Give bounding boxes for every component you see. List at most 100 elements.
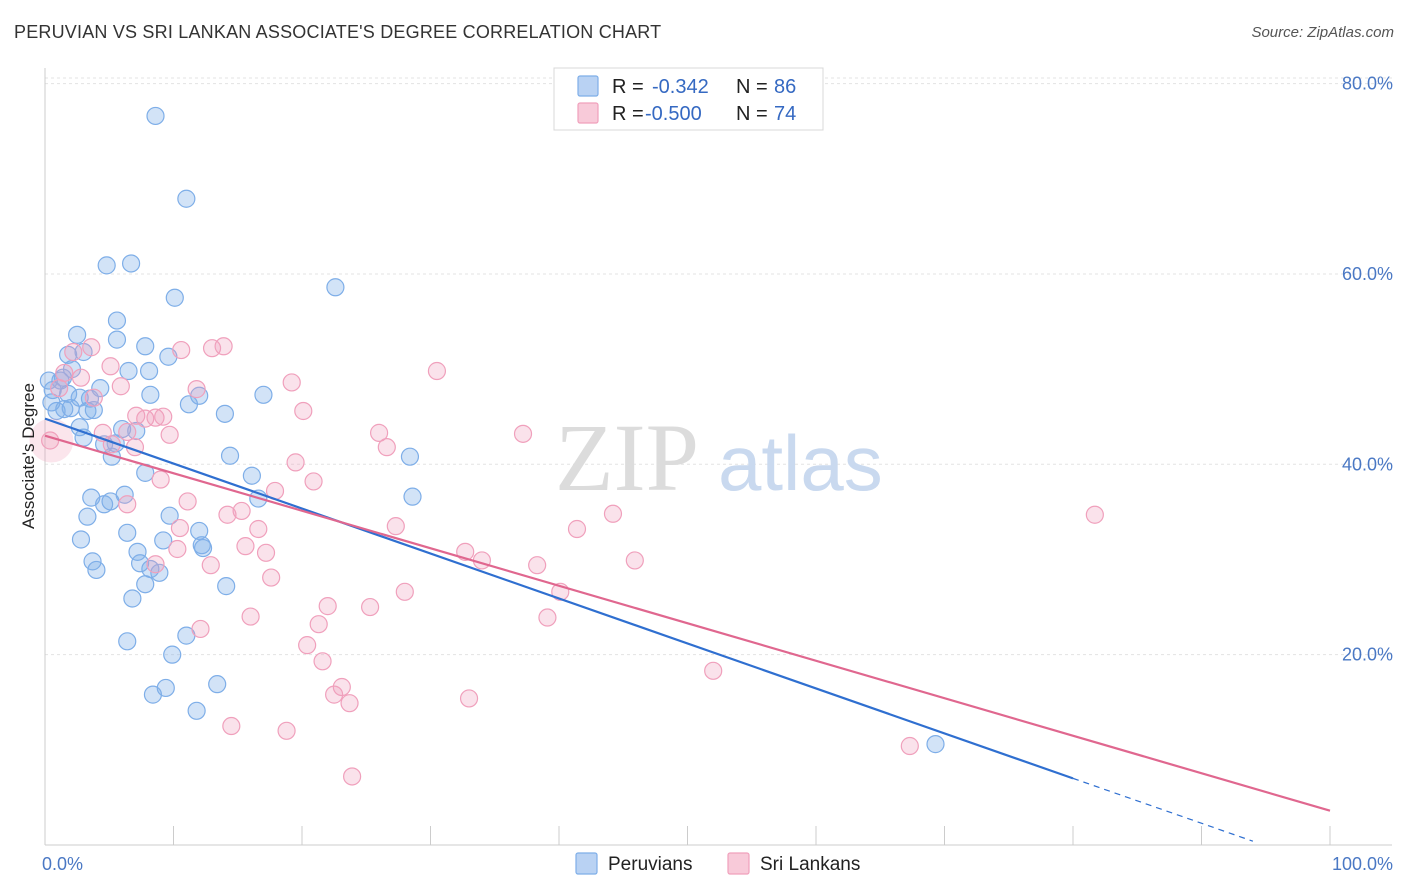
srilankan-point-34: [218, 505, 237, 524]
srilankan-point-66: [340, 694, 359, 713]
y-tick-labels: 20.0% 40.0% 60.0% 80.0%: [1342, 74, 1393, 665]
srilankan-point-10: [202, 339, 222, 358]
srilankan-point-38: [386, 517, 405, 536]
srilankan-point-26: [377, 438, 396, 457]
peruvian-point-53: [160, 506, 179, 525]
peruvian-trend-line-extension: [1072, 777, 1254, 842]
srilankan-point-61: [313, 652, 332, 671]
bottom-legend-swatch-peruvians: [575, 852, 598, 875]
gridlines: [45, 77, 1392, 656]
peruvian-point-32: [61, 399, 80, 418]
legend-box: [553, 67, 824, 131]
peruvian-point-0: [146, 106, 165, 126]
y-tick-label-80: 80.0%: [1342, 74, 1393, 94]
srilankan-point-58: [309, 615, 328, 634]
srilankan-point-62: [704, 661, 723, 680]
srilankan-point-56: [241, 607, 260, 626]
legend-swatch-peruvians: [577, 75, 599, 97]
srilankan-point-32: [232, 501, 251, 521]
srilankan-point-50: [146, 555, 165, 574]
legend-n-value-peruvians: 86: [774, 76, 796, 98]
peruvian-point-39: [112, 419, 132, 439]
peruvian-point-2: [97, 256, 116, 275]
watermark-zip: ZIP: [555, 404, 699, 511]
srilankan-point-45: [201, 556, 220, 575]
peruvian-point-23: [119, 361, 138, 381]
srilankan-point-8: [111, 377, 130, 396]
peruvian-point-42: [220, 446, 240, 465]
peruvian-point-1: [177, 189, 196, 208]
srilankan-point-25: [370, 423, 389, 442]
legend-r-value-peruvians: -0.342: [652, 76, 709, 98]
srilankan-point-2: [82, 338, 101, 357]
bottom-legend-swatch-srilankans: [727, 852, 750, 875]
peruvian-point-45: [400, 447, 420, 466]
srilankan-point-65: [459, 689, 479, 708]
peruvian-point-4: [165, 288, 184, 307]
peruvian-point-52: [78, 507, 97, 526]
srilankan-point-11: [214, 337, 233, 356]
peruvian-point-56: [71, 530, 91, 549]
legend-n-value-srilankans: 74: [774, 103, 796, 125]
peruvian-point-66: [136, 575, 155, 594]
peruvian-point-75: [187, 701, 206, 720]
srilankan-point-57: [538, 608, 557, 627]
srilankan-point-40: [603, 504, 623, 523]
srilankan-point-52: [395, 582, 414, 601]
srilankan-point-67: [222, 716, 241, 736]
peruvian-point-72: [208, 675, 227, 694]
srilankan-point-29: [304, 472, 323, 491]
x-tick-label-100: 100.0%: [1332, 854, 1393, 874]
x-tick-label-0: 0.0%: [42, 854, 83, 874]
peruvian-point-28: [254, 385, 273, 404]
srilankan-point-64: [325, 685, 344, 704]
srilankan-point-35: [170, 518, 190, 538]
srilankan-point-4: [101, 357, 120, 376]
srilankan-point-48: [528, 556, 547, 575]
y-axis-label: Associate's Degree: [19, 383, 38, 529]
legend-r-label-srilankans: R =: [612, 103, 644, 125]
legend-r-value-srilankans: -0.500: [645, 103, 702, 125]
peruvian-point-31: [55, 399, 74, 419]
peruvian-point-67: [217, 577, 236, 596]
srilankan-point-60: [298, 636, 317, 655]
srilankan-point-19: [118, 422, 137, 442]
peruvian-point-29: [215, 404, 234, 423]
srilankan-point-41: [1085, 505, 1104, 524]
srilankan-point-1: [64, 342, 83, 362]
srilankan-point-68: [277, 721, 296, 740]
srilankan-point-3: [71, 368, 91, 387]
watermark-atlas: atlas: [718, 419, 883, 507]
correlation-legend: R = -0.342 N = 86 R = -0.500 N = 74: [553, 67, 824, 131]
srilankan-point-18: [154, 407, 173, 426]
source-label: Source: ZipAtlas.com: [1251, 24, 1394, 41]
trend-lines: [44, 417, 1331, 842]
srilankan-point-43: [236, 537, 255, 556]
peruvian-point-6: [107, 311, 127, 330]
srilankan-point-69: [900, 736, 919, 756]
y-tick-label-40: 40.0%: [1342, 454, 1393, 474]
series-peruvians-points: [39, 106, 945, 754]
x-axis-ticks: [44, 826, 1331, 845]
srilankan-point-63: [332, 677, 351, 697]
peruvian-point-5: [326, 278, 345, 297]
srilankan-point-27: [513, 424, 533, 443]
peruvian-point-51: [403, 487, 422, 506]
srilankan-point-59: [191, 619, 210, 639]
bottom-legend-label-srilankans: Sri Lankans: [760, 854, 860, 875]
chart-title: PERUVIAN VS SRI LANKAN ASSOCIATE'S DEGRE…: [14, 22, 662, 42]
peruvian-point-68: [123, 589, 142, 608]
srilankan-point-31: [178, 492, 197, 511]
y-tick-label-60: 60.0%: [1342, 264, 1393, 284]
bottom-legend-label-peruvians: Peruvians: [608, 854, 693, 875]
peruvian-point-22: [91, 379, 110, 398]
peruvian-point-19: [59, 384, 78, 403]
srilankan-point-39: [567, 519, 587, 539]
srilankan-point-7: [84, 388, 103, 407]
srilankan-point-12: [187, 380, 206, 399]
srilankan-point-37: [249, 519, 268, 539]
peruvian-point-43: [242, 466, 261, 485]
y-tick-label-20: 20.0%: [1342, 645, 1393, 665]
peruvian-point-7: [68, 325, 87, 344]
